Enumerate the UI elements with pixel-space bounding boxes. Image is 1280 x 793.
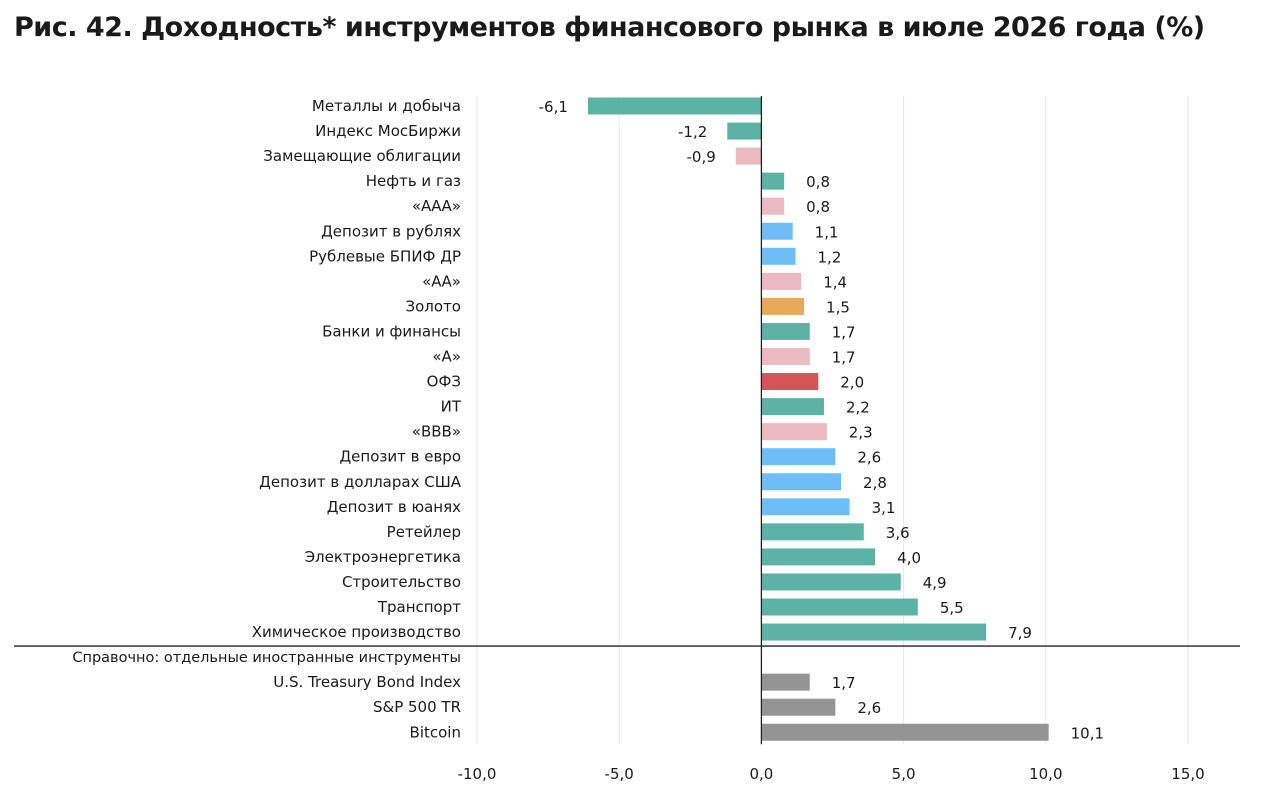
data-label: -1,2 bbox=[678, 123, 707, 141]
data-label: 10,1 bbox=[1071, 724, 1104, 742]
data-label: 2,6 bbox=[857, 699, 881, 717]
data-label: 1,7 bbox=[832, 323, 856, 341]
bar bbox=[761, 373, 819, 391]
x-tick-label: 10,0 bbox=[1029, 765, 1062, 783]
category-label: Металлы и добыча bbox=[312, 97, 461, 115]
bar bbox=[761, 297, 805, 315]
bar bbox=[761, 623, 987, 641]
data-label: 7,9 bbox=[1008, 624, 1032, 642]
bar bbox=[761, 573, 901, 591]
bar bbox=[761, 348, 810, 365]
category-label: «АА» bbox=[422, 272, 461, 290]
data-label: 1,2 bbox=[818, 248, 842, 266]
x-tick-label: 5,0 bbox=[892, 765, 916, 783]
category-label: Замещающие облигации bbox=[263, 147, 461, 165]
category-label: Депозит в рублях bbox=[321, 222, 461, 240]
x-tick-label: -5,0 bbox=[605, 765, 634, 783]
bar bbox=[761, 498, 850, 516]
chart-title: Рис. 42. Доходность* инструментов финанс… bbox=[14, 12, 1205, 43]
category-label: «ВВВ» bbox=[412, 423, 461, 441]
data-label: 4,0 bbox=[897, 549, 921, 567]
category-label: Транспорт bbox=[377, 598, 461, 616]
bar bbox=[761, 247, 796, 265]
bar bbox=[761, 222, 793, 240]
data-label: 3,6 bbox=[886, 524, 910, 542]
category-label: Bitcoin bbox=[410, 723, 461, 741]
category-label: Депозит в юанях bbox=[327, 498, 461, 516]
category-label: Электроэнергетика bbox=[305, 548, 461, 566]
category-label: ИТ bbox=[441, 398, 462, 416]
category-label: Банки и финансы bbox=[322, 322, 461, 340]
data-label: 2,6 bbox=[857, 449, 881, 467]
category-label: S&P 500 TR bbox=[373, 698, 461, 716]
bar bbox=[761, 673, 810, 691]
bar bbox=[761, 698, 836, 716]
data-label: 1,5 bbox=[826, 298, 850, 316]
category-label: Химическое производство bbox=[252, 623, 461, 641]
bar bbox=[761, 723, 1049, 741]
reference-heading: Справочно: отдельные иностранные инструм… bbox=[72, 650, 461, 666]
category-label: Ретейлер bbox=[387, 523, 461, 541]
category-label: Нефть и газ bbox=[366, 172, 461, 190]
category-label: «А» bbox=[432, 348, 461, 366]
category-label: Депозит в евро bbox=[339, 448, 461, 466]
data-label: -0,9 bbox=[687, 148, 716, 166]
bar bbox=[761, 272, 802, 290]
bar bbox=[727, 122, 762, 140]
x-tick-label: 0,0 bbox=[749, 765, 773, 783]
data-label: 1,7 bbox=[832, 674, 856, 692]
bar bbox=[761, 197, 785, 215]
bar bbox=[761, 172, 785, 190]
category-label: «ААА» bbox=[412, 197, 461, 215]
data-label: 1,4 bbox=[823, 273, 847, 291]
bar bbox=[761, 548, 876, 566]
category-label: ОФЗ bbox=[427, 373, 461, 391]
data-label: 3,1 bbox=[872, 499, 896, 517]
bar bbox=[761, 448, 836, 466]
category-label: Рублевые БПИФ ДР bbox=[309, 247, 461, 265]
data-label: 2,8 bbox=[863, 474, 887, 492]
category-label: U.S. Treasury Bond Index bbox=[273, 673, 461, 691]
data-label: 2,3 bbox=[849, 424, 873, 442]
category-label: Депозит в долларах США bbox=[259, 473, 462, 491]
category-label: Индекс МосБиржи bbox=[315, 122, 461, 140]
x-tick-label: -10,0 bbox=[458, 765, 497, 783]
bar bbox=[761, 523, 864, 541]
x-tick-label: 15,0 bbox=[1171, 765, 1204, 783]
bar bbox=[761, 398, 824, 416]
category-label: Строительство bbox=[342, 573, 461, 591]
data-label: -6,1 bbox=[539, 98, 568, 116]
bar bbox=[735, 147, 762, 165]
data-label: 1,7 bbox=[832, 349, 856, 367]
bar bbox=[761, 322, 810, 340]
bar bbox=[761, 598, 918, 616]
data-label: 0,8 bbox=[806, 198, 830, 216]
data-label: 2,2 bbox=[846, 399, 870, 417]
bar bbox=[587, 97, 762, 115]
data-label: 5,5 bbox=[940, 599, 964, 617]
data-label: 1,1 bbox=[815, 223, 839, 241]
data-label: 0,8 bbox=[806, 173, 830, 191]
bar bbox=[761, 473, 842, 491]
category-label: Золото bbox=[406, 297, 461, 315]
bar bbox=[761, 423, 827, 441]
data-label: 2,0 bbox=[840, 374, 864, 392]
data-label: 4,9 bbox=[923, 574, 947, 592]
